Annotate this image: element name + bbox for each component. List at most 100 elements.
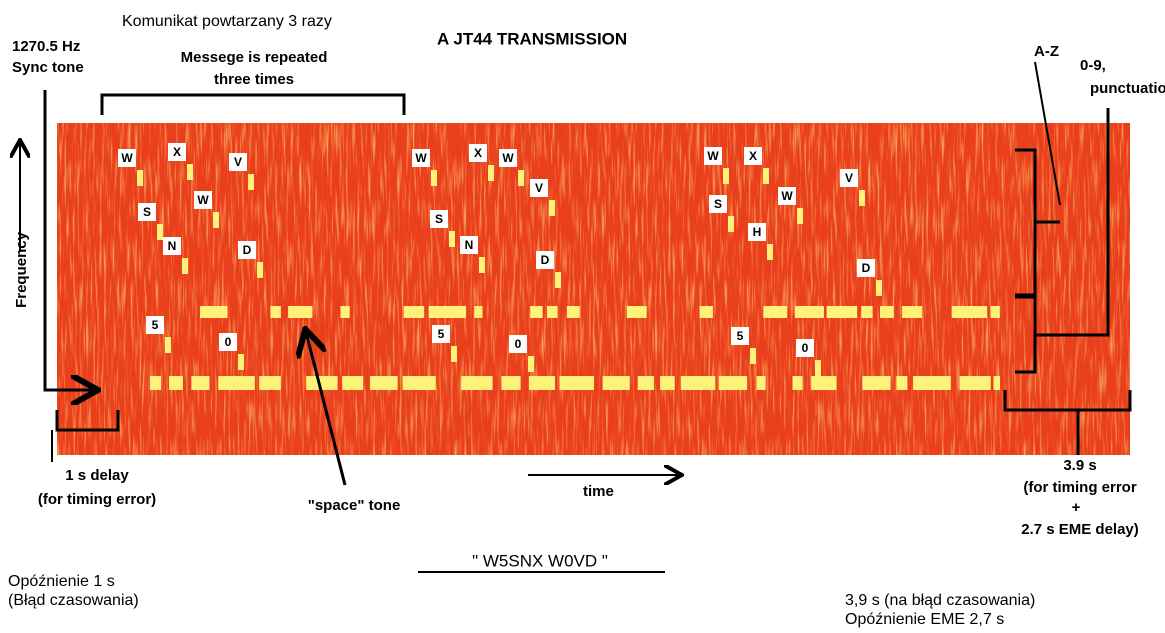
tone-dash bbox=[403, 306, 425, 318]
digits-label: punctuation bbox=[1090, 80, 1165, 97]
letter-box bbox=[219, 333, 237, 351]
letter-box bbox=[432, 325, 450, 343]
tone-dash bbox=[913, 376, 951, 390]
tone-blip bbox=[518, 170, 524, 186]
letter-label: N bbox=[465, 238, 474, 252]
tone-dash bbox=[530, 306, 543, 318]
tone-blip bbox=[859, 190, 865, 206]
tone-blip bbox=[528, 356, 534, 372]
tone-dash bbox=[474, 306, 483, 318]
letter-label: H bbox=[753, 225, 762, 239]
letter-label: 0 bbox=[225, 335, 232, 349]
tone-dash bbox=[862, 376, 891, 390]
tone-dash bbox=[861, 306, 873, 318]
tone-blip bbox=[763, 168, 769, 184]
frequency-label: Frequency bbox=[13, 231, 30, 308]
letter-box bbox=[194, 191, 212, 209]
tone-dash bbox=[880, 306, 894, 318]
tone-dash bbox=[951, 306, 988, 318]
tone-dash bbox=[756, 376, 766, 390]
tone-dash bbox=[200, 306, 228, 318]
letter-box bbox=[138, 203, 156, 221]
letter-label: 5 bbox=[737, 329, 744, 343]
end-delay-label: 2.7 s EME delay) bbox=[1021, 521, 1139, 538]
tone-blip bbox=[431, 170, 437, 186]
tone-dash bbox=[559, 376, 595, 390]
delay-label: (for timing error) bbox=[38, 491, 156, 508]
polish-note: Komunikat powtarzany 3 razy bbox=[122, 13, 332, 30]
tone-blip bbox=[182, 258, 188, 274]
tone-dash bbox=[169, 376, 183, 390]
letter-box bbox=[163, 237, 181, 255]
tone-dash bbox=[718, 376, 748, 390]
letter-box bbox=[146, 316, 164, 334]
spectrogram bbox=[57, 123, 1130, 455]
letter-box bbox=[840, 169, 858, 187]
tone-dash bbox=[191, 376, 210, 390]
tone-dash bbox=[288, 306, 313, 318]
letter-box bbox=[536, 251, 554, 269]
tone-blip bbox=[165, 337, 171, 353]
letter-label: W bbox=[415, 151, 427, 165]
tone-dash bbox=[402, 376, 436, 390]
letter-box bbox=[460, 236, 478, 254]
tone-dash bbox=[566, 306, 580, 318]
tone-blip bbox=[238, 354, 244, 370]
letter-label: S bbox=[435, 212, 443, 226]
tone-dash bbox=[792, 376, 803, 390]
tone-blip bbox=[750, 348, 756, 364]
tone-dash bbox=[306, 376, 338, 390]
tone-dash bbox=[342, 376, 364, 390]
polish-delay: Opóźnienie 1 s bbox=[8, 573, 115, 590]
tone-dash bbox=[149, 376, 161, 390]
tone-dash bbox=[626, 306, 647, 318]
sync-label: Sync tone bbox=[12, 59, 84, 76]
letter-box bbox=[796, 339, 814, 357]
letter-label: 0 bbox=[802, 341, 809, 355]
letter-label: S bbox=[714, 197, 722, 211]
tone-blip bbox=[248, 174, 254, 190]
tone-dash bbox=[763, 306, 788, 318]
tone-dash bbox=[993, 376, 1000, 390]
letter-label: V bbox=[845, 171, 853, 185]
tone-dash bbox=[461, 376, 493, 390]
tone-dash bbox=[901, 306, 923, 318]
tone-dash bbox=[546, 306, 558, 318]
tone-dash bbox=[270, 306, 281, 318]
letter-box bbox=[469, 144, 487, 162]
letter-box bbox=[499, 149, 517, 167]
tone-blip bbox=[728, 216, 734, 232]
tone-blip bbox=[257, 262, 263, 278]
end-delay-label: (for timing error bbox=[1023, 479, 1136, 496]
tone-blip bbox=[767, 244, 773, 260]
tone-dash bbox=[218, 376, 255, 390]
polish-delay: (Błąd czasowania) bbox=[8, 592, 139, 609]
letter-box bbox=[509, 335, 527, 353]
tone-blip bbox=[157, 224, 163, 240]
letter-box bbox=[430, 210, 448, 228]
letter-label: 0 bbox=[515, 337, 522, 351]
tone-dash bbox=[428, 306, 467, 318]
letter-box bbox=[857, 259, 875, 277]
tone-dash bbox=[660, 376, 675, 390]
tone-blip bbox=[488, 165, 494, 181]
tone-dash bbox=[959, 376, 991, 390]
tone-dash bbox=[680, 376, 716, 390]
polish-end: Opóźnienie EME 2,7 s bbox=[845, 611, 1004, 628]
space-tone-label: "space" tone bbox=[308, 497, 401, 514]
tone-dash bbox=[990, 306, 1000, 318]
title: A JT44 TRANSMISSION bbox=[437, 29, 627, 48]
time-label: time bbox=[583, 483, 614, 500]
tone-blip bbox=[451, 346, 457, 362]
letter-label: S bbox=[143, 205, 151, 219]
letter-label: 5 bbox=[152, 318, 159, 332]
letter-box bbox=[744, 147, 762, 165]
tone-dash bbox=[826, 306, 858, 318]
tone-blip bbox=[549, 200, 555, 216]
sync-label: 1270.5 Hz bbox=[12, 38, 80, 55]
end-delay-label: 3.9 s bbox=[1063, 457, 1096, 474]
tone-dash bbox=[259, 376, 281, 390]
letter-label: W bbox=[502, 151, 514, 165]
tone-dash bbox=[602, 376, 630, 390]
